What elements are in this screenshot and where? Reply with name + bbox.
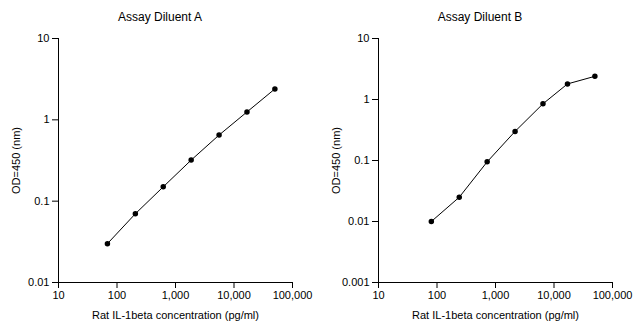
svg-text:0.1: 0.1 (34, 195, 49, 207)
svg-text:100,000: 100,000 (593, 289, 633, 301)
svg-text:0.001: 0.001 (342, 276, 370, 288)
svg-text:100: 100 (428, 289, 446, 301)
svg-text:10: 10 (37, 32, 49, 44)
svg-text:10,000: 10,000 (217, 289, 251, 301)
svg-text:0.01: 0.01 (28, 276, 49, 288)
html-text:Assay Diluent B: Assay Diluent B (437, 10, 523, 24)
svg-text:10,000: 10,000 (537, 289, 571, 301)
svg-text:10: 10 (357, 32, 369, 44)
svg-text:OD=450 (nm): OD=450 (nm) (10, 127, 22, 194)
svg-text:100: 100 (108, 289, 126, 301)
svg-text:1,000: 1,000 (482, 289, 510, 301)
svg-text:1: 1 (363, 93, 369, 105)
html-text:Assay Diluent A: Assay Diluent A (118, 10, 202, 24)
svg-text:100,000: 100,000 (273, 289, 313, 301)
svg-text:Rat IL-1beta concentration (pg: Rat IL-1beta concentration (pg/ml) (412, 309, 579, 321)
svg-text:1,000: 1,000 (162, 289, 190, 301)
svg-text:1: 1 (43, 113, 49, 125)
svg-text:Rat IL-1beta concentration (pg: Rat IL-1beta concentration (pg/ml) (92, 309, 259, 321)
svg-text:0.01: 0.01 (348, 215, 369, 227)
svg-text:10: 10 (372, 289, 384, 301)
svg-text:0.1: 0.1 (354, 154, 369, 166)
svg-text:OD=450 (nm): OD=450 (nm) (330, 127, 342, 194)
svg-text:10: 10 (52, 289, 64, 301)
